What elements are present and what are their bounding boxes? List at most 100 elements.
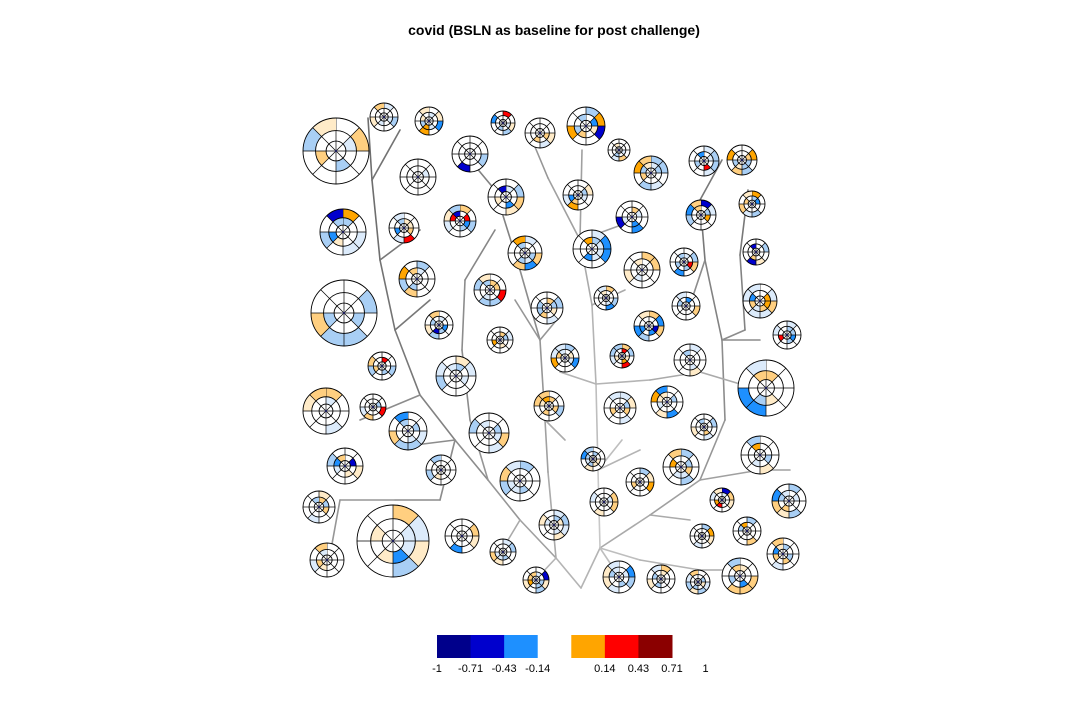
- glyph-wedge: [603, 577, 612, 589]
- glyph-ring: [645, 167, 657, 179]
- glyph-spoke: [332, 465, 346, 479]
- glyph-wedge: [686, 204, 695, 215]
- glyph-spoke: [493, 184, 507, 198]
- glyph-spoke: [343, 289, 368, 314]
- glyph-ring: [458, 142, 482, 166]
- glyph-spoke: [372, 397, 383, 408]
- glyph-spoke: [403, 217, 415, 229]
- glyph-wedge: [634, 326, 643, 337]
- glyph-node: [772, 320, 802, 350]
- glyph-wedge: [541, 570, 549, 580]
- glyph-wedge: [690, 200, 701, 209]
- glyph-wedge: [626, 565, 635, 577]
- glyph-spoke: [499, 339, 510, 350]
- glyph-wedge: [363, 412, 373, 420]
- glyph-center: [501, 550, 505, 554]
- glyph-center: [738, 574, 742, 578]
- glyph-spoke: [650, 578, 662, 590]
- glyph-wedge: [513, 184, 524, 197]
- glyph-node: [309, 542, 345, 578]
- glyph-wedge: [490, 552, 498, 562]
- glyph-spoke: [335, 127, 360, 152]
- glyph-center: [406, 429, 410, 433]
- glyph-ring: [630, 472, 650, 492]
- glyph-wedge: [344, 327, 368, 346]
- glyph-wedge: [314, 543, 327, 553]
- glyph-spoke: [578, 235, 593, 250]
- glyph-spoke: [535, 296, 548, 309]
- glyph-spoke: [524, 240, 538, 254]
- glyph-wedge: [746, 400, 766, 416]
- glyph-ring: [550, 343, 580, 373]
- glyph-spoke: [751, 194, 762, 205]
- glyph-ring: [507, 235, 543, 271]
- glyph-ring: [754, 295, 766, 307]
- glyph-spoke: [742, 194, 753, 205]
- glyph-ring: [431, 460, 451, 480]
- glyph-wedge: [584, 447, 593, 454]
- glyph-wedge: [326, 421, 343, 434]
- glyph-spoke: [428, 324, 440, 336]
- glyph-wedge: [444, 221, 453, 233]
- glyph-wedge: [771, 538, 783, 547]
- glyph-ring: [614, 348, 630, 364]
- glyph-spoke: [448, 220, 461, 233]
- glyph-wedge: [490, 297, 502, 306]
- glyph-spoke: [745, 367, 767, 389]
- glyph-ring: [311, 396, 341, 426]
- glyph-ring: [333, 454, 357, 478]
- glyph-ring: [498, 547, 508, 557]
- glyph-center: [402, 226, 406, 230]
- glyph-ring: [359, 393, 387, 421]
- glyph-ring: [685, 569, 711, 595]
- glyph-wedge: [520, 461, 535, 473]
- glyph-node: [424, 310, 454, 340]
- tree-edge: [597, 449, 641, 471]
- glyph-wedge: [594, 112, 605, 126]
- glyph-spoke: [502, 551, 513, 562]
- tree-edge: [394, 329, 421, 396]
- glyph-spoke: [502, 542, 513, 553]
- glyph-wedge: [394, 412, 408, 423]
- glyph-spoke: [788, 500, 802, 514]
- glyph-spoke: [461, 523, 475, 537]
- glyph-wedge: [702, 524, 711, 531]
- glyph-node: [388, 411, 428, 451]
- glyph-ring: [424, 310, 454, 340]
- glyph-ring: [473, 273, 507, 307]
- glyph-wedge: [767, 288, 777, 301]
- glyph-wedge: [674, 268, 684, 276]
- glyph-spoke: [553, 514, 565, 526]
- glyph-wedge: [624, 270, 635, 283]
- glyph-wedge: [571, 358, 579, 368]
- glyph-spoke: [526, 579, 537, 590]
- glyph-spoke: [546, 296, 559, 309]
- glyph-spoke: [680, 466, 694, 480]
- glyph-wedge: [747, 517, 757, 525]
- glyph-spoke: [392, 540, 419, 567]
- glyph-node: [530, 291, 564, 325]
- glyph-ring: [782, 330, 792, 340]
- glyph-wedge: [690, 252, 698, 262]
- glyph-spoke: [603, 501, 615, 513]
- glyph-node: [685, 569, 711, 595]
- glyph-wedge: [603, 565, 612, 577]
- glyph-ring: [609, 343, 635, 369]
- glyph-node: [766, 537, 800, 571]
- glyph-wedge: [772, 501, 782, 514]
- glyph-spoke: [529, 132, 541, 144]
- glyph-wedge: [467, 221, 476, 233]
- glyph-node: [633, 155, 669, 191]
- glyph-spoke: [739, 563, 753, 577]
- glyph-spoke: [314, 559, 328, 573]
- glyph-ring: [679, 349, 701, 371]
- glyph-spoke: [307, 495, 320, 508]
- glyph-wedge: [567, 201, 578, 211]
- glyph-wedge: [551, 358, 559, 368]
- glyph-wedge: [307, 514, 319, 523]
- glyph-node: [685, 199, 717, 231]
- glyph-ring: [742, 238, 770, 266]
- glyph-spoke: [383, 106, 395, 118]
- glyph-node: [369, 102, 399, 132]
- glyph-wedge: [646, 472, 654, 482]
